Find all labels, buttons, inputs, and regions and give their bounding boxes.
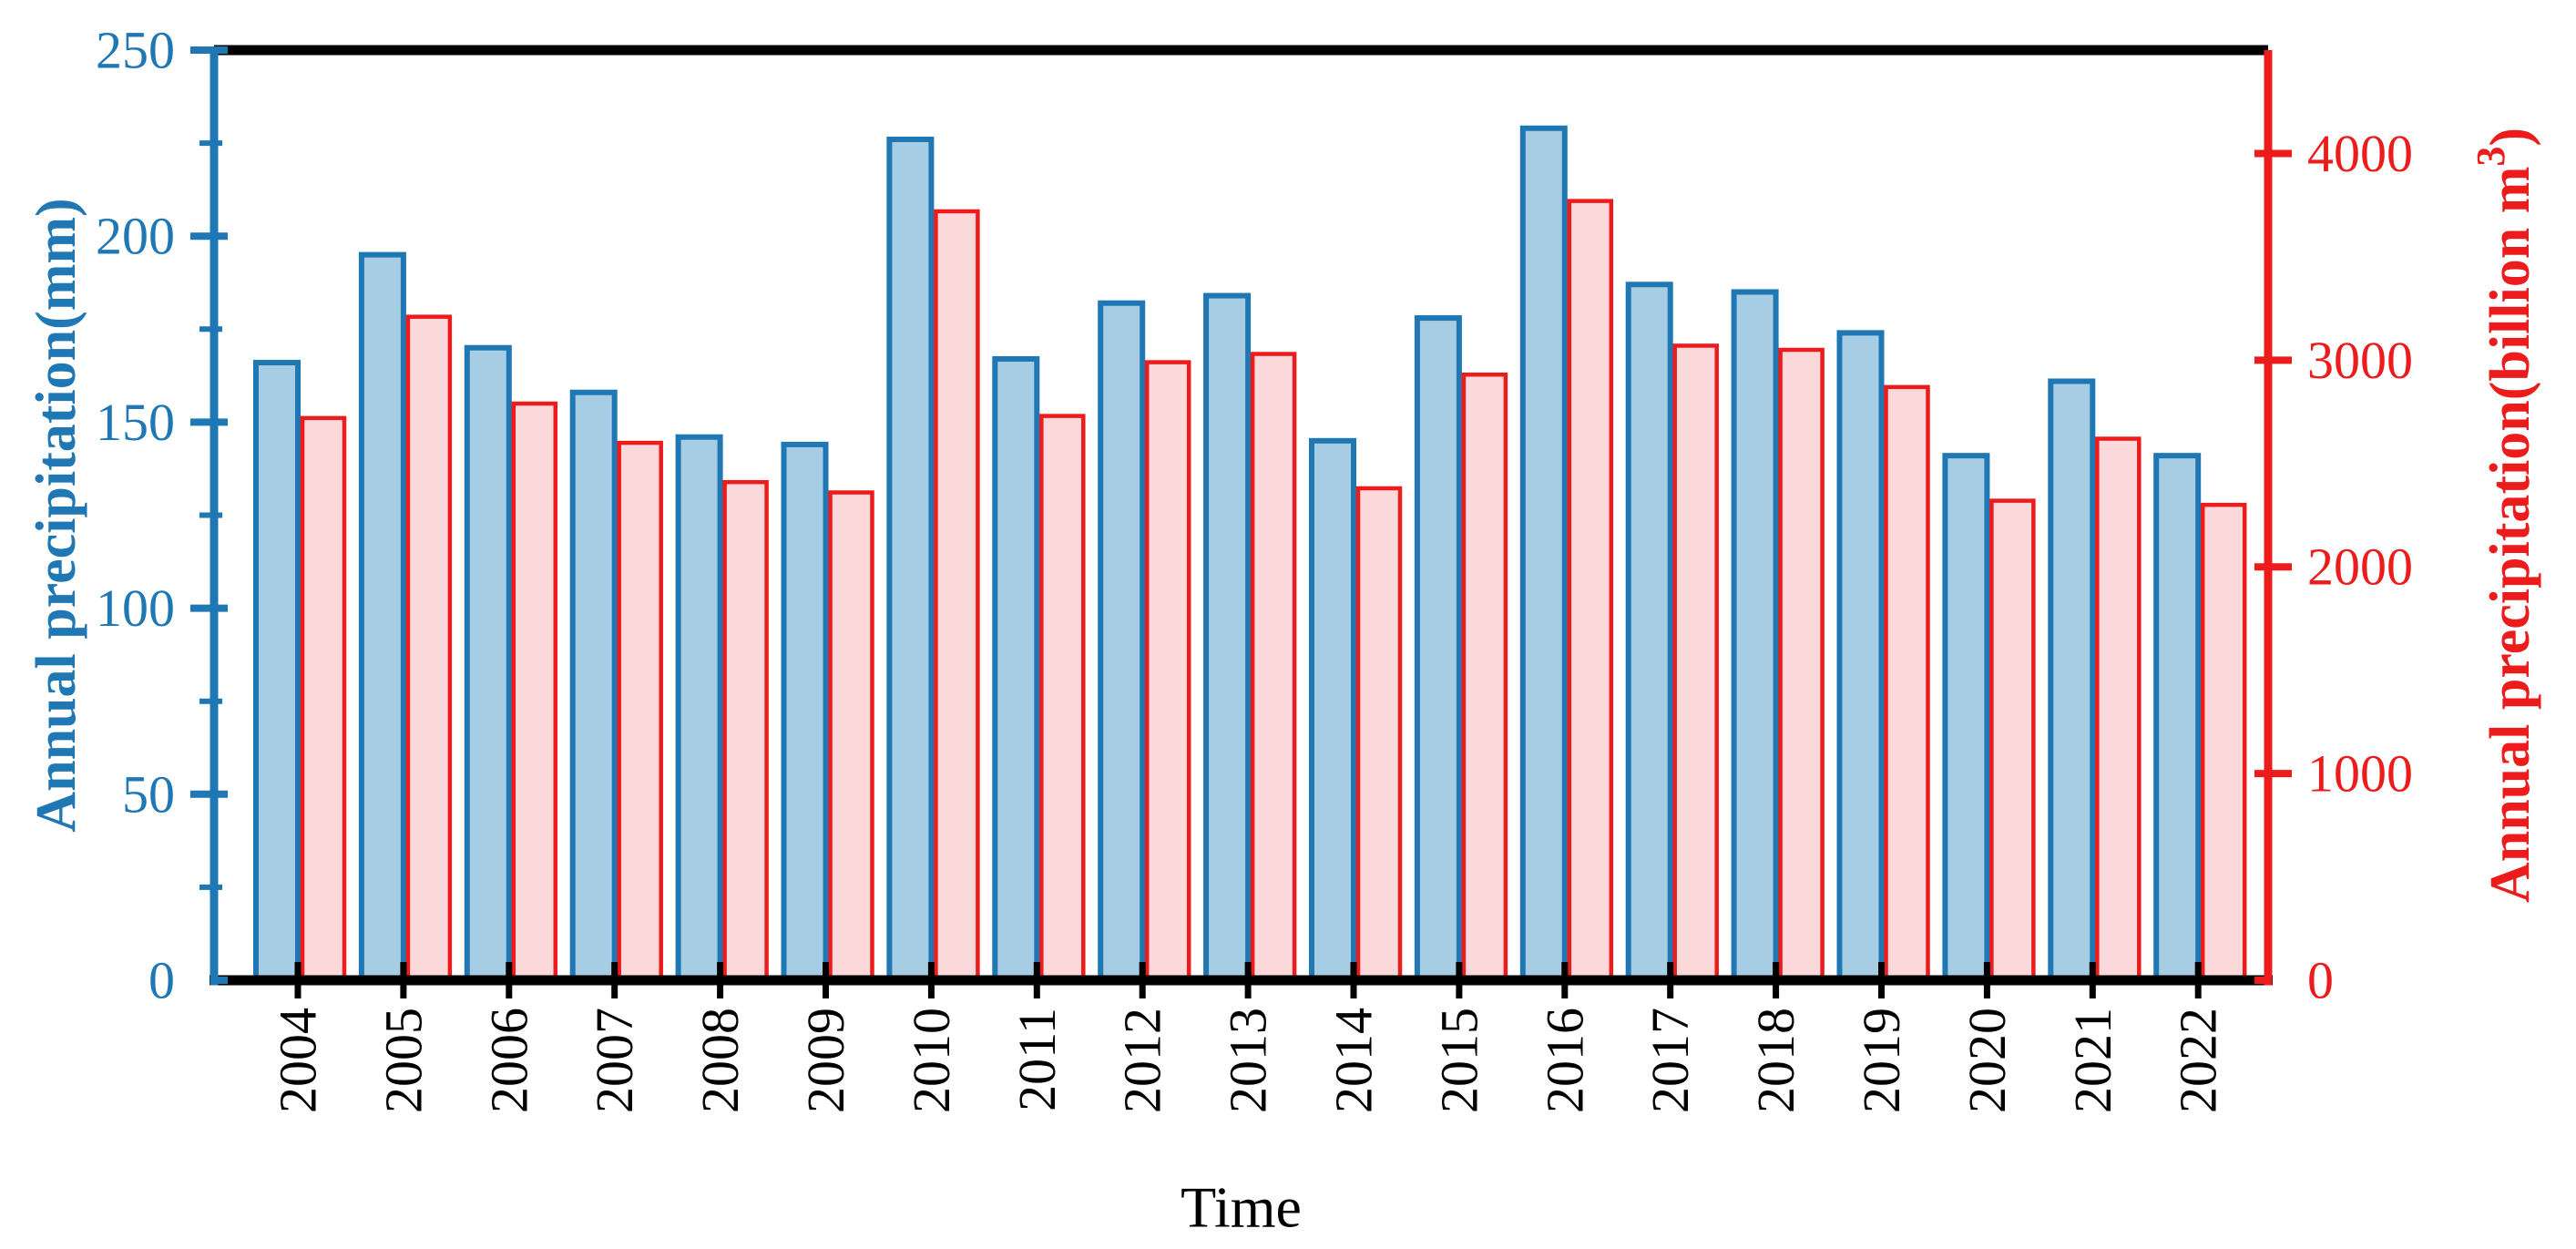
bar-precipitation-volume-2014 [1355, 486, 1403, 983]
bar-precipitation-volume-2005 [405, 314, 453, 983]
x-axis-year-label: 2006 [479, 1008, 538, 1113]
bar-precipitation-volume-2011 [1039, 414, 1086, 983]
x-axis-year-label: 2013 [1219, 1008, 1278, 1113]
bar-precipitation-mm-2018 [1731, 289, 1779, 983]
left-axis-tick-label: 50 [122, 764, 175, 824]
labels-layer: 0 50 100 150 200 250 0 1000 2000 3000 4000 2004 2005… [26, 21, 2541, 1240]
bar-precipitation-mm-2009 [781, 441, 829, 983]
bar-precipitation-volume-2007 [617, 440, 663, 983]
bar-precipitation-mm-2010 [886, 137, 935, 984]
bar-precipitation-mm-2004 [253, 360, 301, 983]
right-axis-title: Annual precipitation(billion m3) [2469, 128, 2542, 903]
x-axis-year-label: 2022 [2169, 1008, 2228, 1113]
bar-precipitation-volume-2021 [2095, 436, 2142, 983]
x-axis-year-label: 2012 [1113, 1008, 1172, 1113]
bar-precipitation-volume-2018 [1778, 347, 1825, 983]
bar-precipitation-mm-2017 [1625, 282, 1673, 983]
left-axis-tick-label: 250 [96, 21, 175, 80]
bar-precipitation-mm-2011 [992, 355, 1040, 983]
bar-precipitation-volume-2013 [1250, 352, 1297, 983]
bar-precipitation-mm-2020 [1942, 453, 1990, 983]
bar-precipitation-volume-2012 [1144, 360, 1191, 983]
bars-layer [253, 125, 2247, 984]
x-axis-year-label: 2008 [690, 1008, 750, 1113]
bar-precipitation-mm-2016 [1519, 125, 1568, 984]
bar-precipitation-mm-2005 [358, 251, 406, 983]
x-axis-year-label: 2010 [902, 1008, 961, 1113]
x-axis-year-label: 2017 [1641, 1008, 1700, 1113]
x-axis-year-label: 2019 [1852, 1008, 1911, 1113]
right-axis-tick-label: 2000 [2307, 537, 2413, 597]
bar-precipitation-volume-2006 [511, 401, 558, 983]
bar-precipitation-volume-2017 [1672, 343, 1719, 983]
bar-precipitation-volume-2020 [1989, 498, 2036, 983]
x-axis-year-label: 2016 [1535, 1008, 1594, 1113]
x-axis-year-label: 2005 [373, 1008, 433, 1113]
bar-precipitation-volume-2019 [1884, 384, 1930, 983]
right-axis-tick-label: 1000 [2307, 744, 2413, 804]
left-axis-tick-label: 0 [148, 951, 175, 1010]
x-axis-year-label: 2014 [1324, 1008, 1384, 1113]
x-axis-year-label: 2020 [1958, 1008, 2017, 1113]
bar-precipitation-mm-2015 [1414, 315, 1462, 984]
left-axis-tick-label: 100 [96, 578, 175, 638]
x-axis-year-label: 2007 [585, 1008, 644, 1113]
bar-precipitation-volume-2022 [2200, 502, 2247, 983]
right-axis-tick-label: 0 [2307, 951, 2334, 1010]
right-axis-tick-label: 4000 [2307, 124, 2413, 183]
x-axis-title: Time [1181, 1175, 1302, 1240]
left-axis-tick-label: 200 [96, 207, 175, 266]
left-axis-title: Annual precipitation(mm) [26, 198, 87, 832]
bar-precipitation-mm-2019 [1836, 330, 1885, 984]
bar-precipitation-mm-2013 [1203, 292, 1252, 983]
x-axis-year-label: 2018 [1746, 1008, 1805, 1113]
right-axis-tick-label: 3000 [2307, 331, 2413, 390]
x-axis-year-label: 2015 [1429, 1008, 1488, 1113]
bar-precipitation-mm-2006 [464, 344, 512, 984]
x-axis-year-label: 2011 [1007, 1008, 1067, 1111]
bar-precipitation-volume-2009 [828, 490, 874, 983]
x-axis-year-label: 2021 [2063, 1008, 2122, 1113]
bar-precipitation-mm-2014 [1309, 437, 1356, 983]
bar-precipitation-mm-2007 [569, 389, 618, 983]
bar-precipitation-volume-2004 [300, 415, 347, 983]
bar-precipitation-volume-2008 [722, 479, 769, 983]
bar-precipitation-volume-2015 [1461, 372, 1508, 983]
x-axis-year-label: 2009 [796, 1008, 855, 1113]
x-axis-year-label: 2004 [269, 1008, 328, 1113]
left-axis-tick-label: 150 [96, 393, 175, 452]
bar-precipitation-mm-2008 [675, 434, 723, 983]
bar-precipitation-mm-2012 [1098, 300, 1146, 984]
bar-precipitation-volume-2016 [1567, 199, 1614, 983]
bar-precipitation-mm-2022 [2153, 453, 2202, 983]
axes-layer [190, 45, 2292, 998]
bar-precipitation-volume-2010 [934, 209, 980, 983]
bar-precipitation-mm-2021 [2048, 378, 2096, 983]
